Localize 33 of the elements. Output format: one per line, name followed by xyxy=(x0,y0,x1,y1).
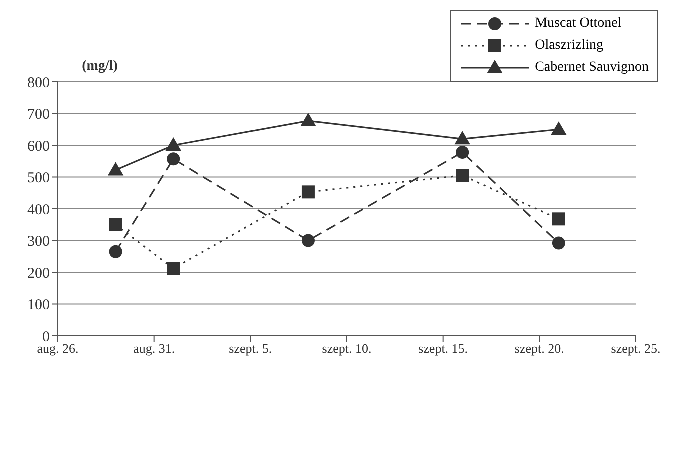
point xyxy=(108,162,124,176)
y-tick-label: 400 xyxy=(28,202,50,218)
x-tick-label: szept. 15. xyxy=(418,341,468,356)
x-tick-label: szept. 20. xyxy=(514,341,564,356)
point xyxy=(167,152,180,166)
legend-label: Cabernet Sauvignon xyxy=(535,60,649,76)
y-tick-label: 800 xyxy=(28,75,50,92)
point xyxy=(300,114,316,127)
x-tick-label: szept. 5. xyxy=(229,341,272,356)
point xyxy=(456,146,470,159)
point xyxy=(551,122,566,136)
point xyxy=(109,218,122,232)
x-tick-label: szept. 10. xyxy=(322,341,372,356)
point xyxy=(302,234,315,248)
point xyxy=(302,186,315,199)
legend-label: Muscat Ottonel xyxy=(535,16,622,32)
y-tick-label: 600 xyxy=(28,138,50,155)
point xyxy=(167,262,180,276)
point xyxy=(552,236,566,250)
x-tick-label: aug. 31. xyxy=(134,341,176,356)
point xyxy=(109,245,122,258)
y-tick-label: 300 xyxy=(28,234,50,250)
x-tick-label: szept. 25. xyxy=(611,341,661,356)
point xyxy=(166,138,182,151)
y-tick-label: 100 xyxy=(28,298,50,314)
y-tick-label: 500 xyxy=(28,170,50,187)
y-tick-label: 200 xyxy=(28,266,50,282)
y-axis-title: (mg/l) xyxy=(82,59,118,74)
legend-label: Olaszrizling xyxy=(535,38,604,54)
point xyxy=(456,169,470,182)
point xyxy=(552,212,566,226)
point xyxy=(455,132,470,145)
y-tick-label: 700 xyxy=(28,107,50,124)
